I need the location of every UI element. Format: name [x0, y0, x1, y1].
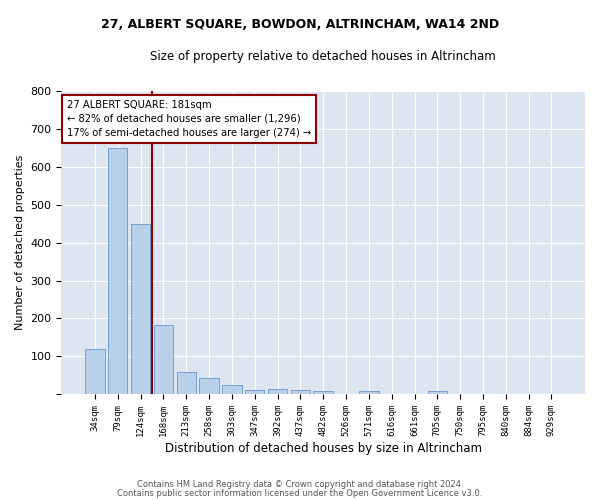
Y-axis label: Number of detached properties: Number of detached properties: [15, 155, 25, 330]
Title: Size of property relative to detached houses in Altrincham: Size of property relative to detached ho…: [151, 50, 496, 63]
Bar: [154, 325, 173, 394]
Bar: [108, 148, 127, 394]
Bar: [199, 378, 219, 394]
Bar: [85, 349, 104, 395]
Text: Contains HM Land Registry data © Crown copyright and database right 2024.: Contains HM Land Registry data © Crown c…: [137, 480, 463, 489]
Bar: [359, 392, 379, 394]
Text: 27 ALBERT SQUARE: 181sqm
← 82% of detached houses are smaller (1,296)
17% of sem: 27 ALBERT SQUARE: 181sqm ← 82% of detach…: [67, 100, 311, 138]
Bar: [222, 386, 242, 394]
Bar: [268, 389, 287, 394]
Bar: [313, 390, 333, 394]
Bar: [428, 391, 447, 394]
Bar: [131, 224, 150, 394]
Bar: [176, 372, 196, 394]
X-axis label: Distribution of detached houses by size in Altrincham: Distribution of detached houses by size …: [165, 442, 482, 455]
Bar: [245, 390, 265, 394]
Text: 27, ALBERT SQUARE, BOWDON, ALTRINCHAM, WA14 2ND: 27, ALBERT SQUARE, BOWDON, ALTRINCHAM, W…: [101, 18, 499, 30]
Bar: [290, 390, 310, 394]
Text: Contains public sector information licensed under the Open Government Licence v3: Contains public sector information licen…: [118, 489, 482, 498]
